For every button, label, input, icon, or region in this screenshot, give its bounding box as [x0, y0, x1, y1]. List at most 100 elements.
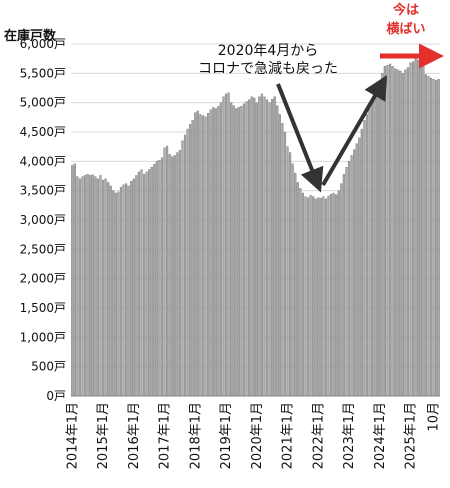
bar	[247, 99, 251, 397]
bar	[411, 61, 415, 397]
bar	[153, 164, 156, 397]
bar	[235, 108, 238, 397]
bar	[122, 184, 125, 397]
bar	[317, 197, 320, 397]
bar	[399, 70, 402, 397]
bar	[388, 63, 392, 397]
bar	[281, 123, 284, 397]
bar	[378, 81, 381, 397]
bar	[163, 147, 166, 397]
bar	[268, 102, 271, 397]
bar	[353, 149, 356, 397]
bar	[191, 120, 194, 397]
bar	[278, 114, 281, 397]
bar	[168, 154, 171, 397]
y-tick-label: 5,500戸	[20, 66, 66, 80]
bar	[358, 137, 361, 397]
arrow-to-recovery	[321, 75, 388, 187]
bar	[286, 146, 289, 397]
x-tick-label: 2024年1月	[373, 402, 388, 469]
bar	[242, 103, 246, 397]
bar	[301, 192, 304, 397]
bar	[219, 102, 222, 397]
bar	[406, 67, 410, 397]
bar	[422, 62, 425, 397]
chart-title: 在庫戸数	[4, 28, 57, 44]
x-tick-label: 2022年1月	[311, 402, 326, 469]
bar	[322, 196, 325, 397]
bar	[360, 128, 363, 397]
bar	[240, 106, 243, 397]
y-tick-label: 1,500戸	[20, 301, 66, 315]
annotation-now-line-2: 横ばい	[386, 21, 425, 37]
bar	[112, 190, 115, 397]
y-tick-label: 0戸	[46, 389, 66, 403]
bar	[345, 167, 348, 397]
x-tick-label: 2016年1月	[127, 402, 142, 469]
x-tick-label: 2020年1月	[250, 402, 265, 469]
bar	[150, 167, 153, 397]
bar	[124, 183, 128, 397]
bar	[145, 171, 148, 397]
bar	[258, 96, 261, 397]
bar	[114, 192, 117, 397]
bar	[181, 140, 184, 397]
bar	[263, 96, 266, 397]
annotation-line-1: 2020年4月から	[218, 43, 319, 59]
x-tick-label: 2014年1月	[65, 402, 80, 469]
bar	[119, 186, 123, 397]
y-tick-label: 3,000戸	[20, 213, 66, 227]
annotation-line-2: コロナで急減も戻った	[198, 60, 338, 77]
bar	[429, 77, 433, 397]
bar	[329, 194, 333, 397]
bar	[340, 183, 343, 397]
x-tick-label: 2017年1月	[158, 402, 173, 469]
bar	[271, 98, 274, 397]
bar	[99, 175, 102, 397]
bar	[158, 159, 161, 397]
bar	[212, 107, 215, 397]
arrow-to-dip	[276, 83, 324, 193]
bar	[335, 194, 338, 397]
bar	[214, 108, 217, 397]
bar	[107, 182, 110, 397]
bar	[299, 188, 302, 397]
x-tick-label: 2018年1月	[188, 402, 203, 469]
bar	[227, 92, 230, 397]
bar	[101, 179, 105, 397]
bar	[260, 93, 263, 397]
bar	[81, 176, 84, 397]
bar	[319, 198, 322, 397]
bar	[96, 178, 99, 397]
bar	[401, 73, 404, 397]
bar	[130, 181, 133, 397]
bar	[83, 175, 87, 397]
bar	[419, 60, 422, 397]
bar	[201, 115, 205, 397]
bar	[306, 197, 310, 397]
y-tick-label: 5,000戸	[20, 96, 66, 110]
bar	[383, 66, 386, 397]
bar	[381, 73, 384, 397]
y-tick-label: 2,000戸	[20, 272, 66, 286]
bar	[437, 79, 440, 397]
bar	[324, 198, 328, 397]
bar	[142, 174, 146, 397]
bar	[250, 96, 253, 397]
bar	[273, 96, 276, 397]
bar	[183, 134, 187, 397]
bar	[304, 196, 307, 397]
x-axis-labels: 2014年1月 2015年1月 2016年1月 2017年1月 2018年1月 2019年…	[65, 402, 441, 469]
x-tick-label: 2025年1月	[404, 402, 419, 469]
bar	[173, 155, 176, 397]
bar	[132, 178, 135, 397]
bar	[396, 69, 399, 397]
bar	[373, 96, 376, 397]
bar	[391, 66, 394, 397]
x-tick-label: 2015年1月	[96, 402, 111, 469]
bar	[171, 156, 174, 397]
bar	[176, 152, 179, 397]
bar	[355, 143, 358, 397]
annotation-now-line-1: 今は	[392, 2, 419, 18]
